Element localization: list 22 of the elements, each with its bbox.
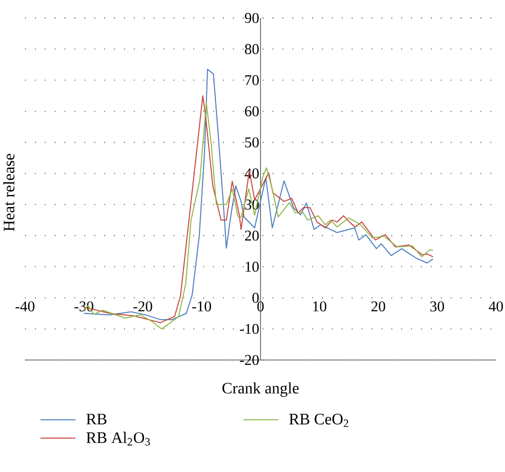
y-tick-label: 50 <box>245 137 259 148</box>
y-tick-label: 20 <box>245 230 259 241</box>
x-tick-label: 30 <box>430 301 444 312</box>
x-tick-label: 10 <box>313 301 326 312</box>
y-tick-label: 80 <box>244 44 259 54</box>
x-tick-label: -10 <box>192 301 212 312</box>
y-tick-label: 60 <box>245 106 259 116</box>
x-tick-label: 40 <box>488 301 503 312</box>
y-tick-label: -20 <box>240 354 259 366</box>
legend-label: RB <box>86 414 106 424</box>
x-tick-label: -20 <box>133 301 152 312</box>
y-tick-label: 90 <box>244 12 259 24</box>
y-tick-label: 70 <box>245 75 259 86</box>
legend-label: RB Al$_{2}$O$_{3}$ <box>86 432 150 446</box>
x-tick-label: -40 <box>16 301 34 312</box>
y-tick-label: -10 <box>240 324 259 334</box>
x-axis-title: Crank angle <box>222 382 299 397</box>
y-tick-label: 10 <box>246 262 259 272</box>
y-axis-title: Heat release <box>3 154 14 232</box>
x-tick-label: 20 <box>371 301 386 312</box>
y-tick-label: 0 <box>252 292 259 303</box>
legend-label: RB CeO$_{2}$ <box>289 414 348 427</box>
